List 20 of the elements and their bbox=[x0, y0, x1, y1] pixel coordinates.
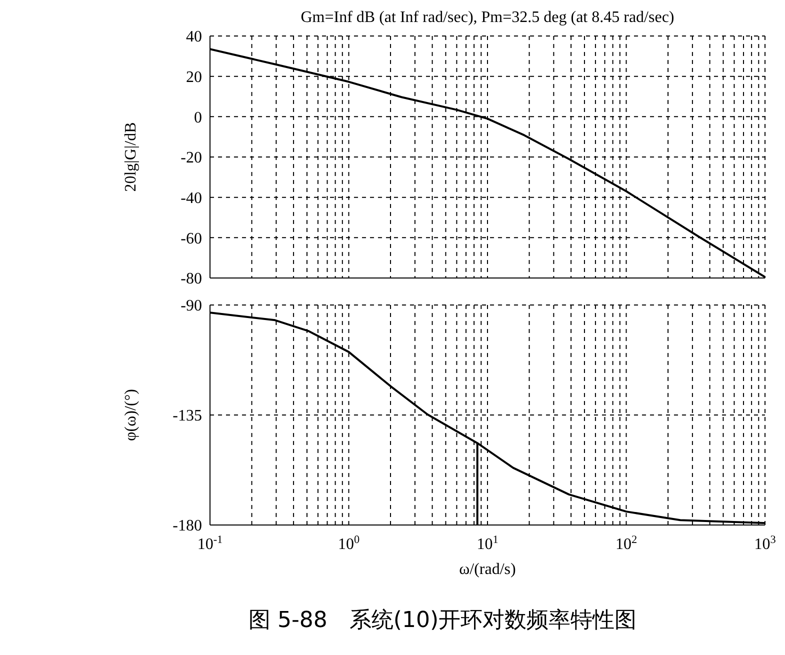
y-tick-label: -80 bbox=[180, 270, 202, 288]
x-tick-label: 10$^{1}$ bbox=[476, 534, 498, 553]
y-axis-title: 20lg|G|/dB bbox=[122, 122, 140, 192]
x-axis-title: ω/(rad/s) bbox=[458, 561, 517, 579]
y-tick-label: 20 bbox=[186, 69, 202, 86]
x-tick-label: 10$^{-1}$ bbox=[197, 534, 223, 553]
y-tick-label: 40 bbox=[186, 28, 202, 46]
x-tick-label: 10$^{3}$ bbox=[754, 534, 776, 553]
y-tick-label: -180 bbox=[172, 518, 202, 535]
y-tick-label: -90 bbox=[180, 298, 202, 315]
y-tick-label: -40 bbox=[180, 190, 202, 208]
y-axis-title: φ(ω)/(°) bbox=[122, 389, 140, 441]
caption: 图 5-88 系统(10)开环对数频率特性图 bbox=[247, 607, 638, 635]
y-tick-label: -135 bbox=[172, 408, 202, 425]
x-tick-label: 10$^{2}$ bbox=[615, 534, 638, 553]
y-tick-label: -60 bbox=[180, 230, 202, 248]
chart-title: Gm=Inf dB (at Inf rad/sec), Pm=32.5 deg (at 8.45 rad/sec) bbox=[300, 8, 676, 28]
x-tick-label: 10$^{0}$ bbox=[338, 534, 360, 553]
y-tick-label: -20 bbox=[180, 150, 202, 167]
y-tick-label: 0 bbox=[194, 109, 202, 126]
